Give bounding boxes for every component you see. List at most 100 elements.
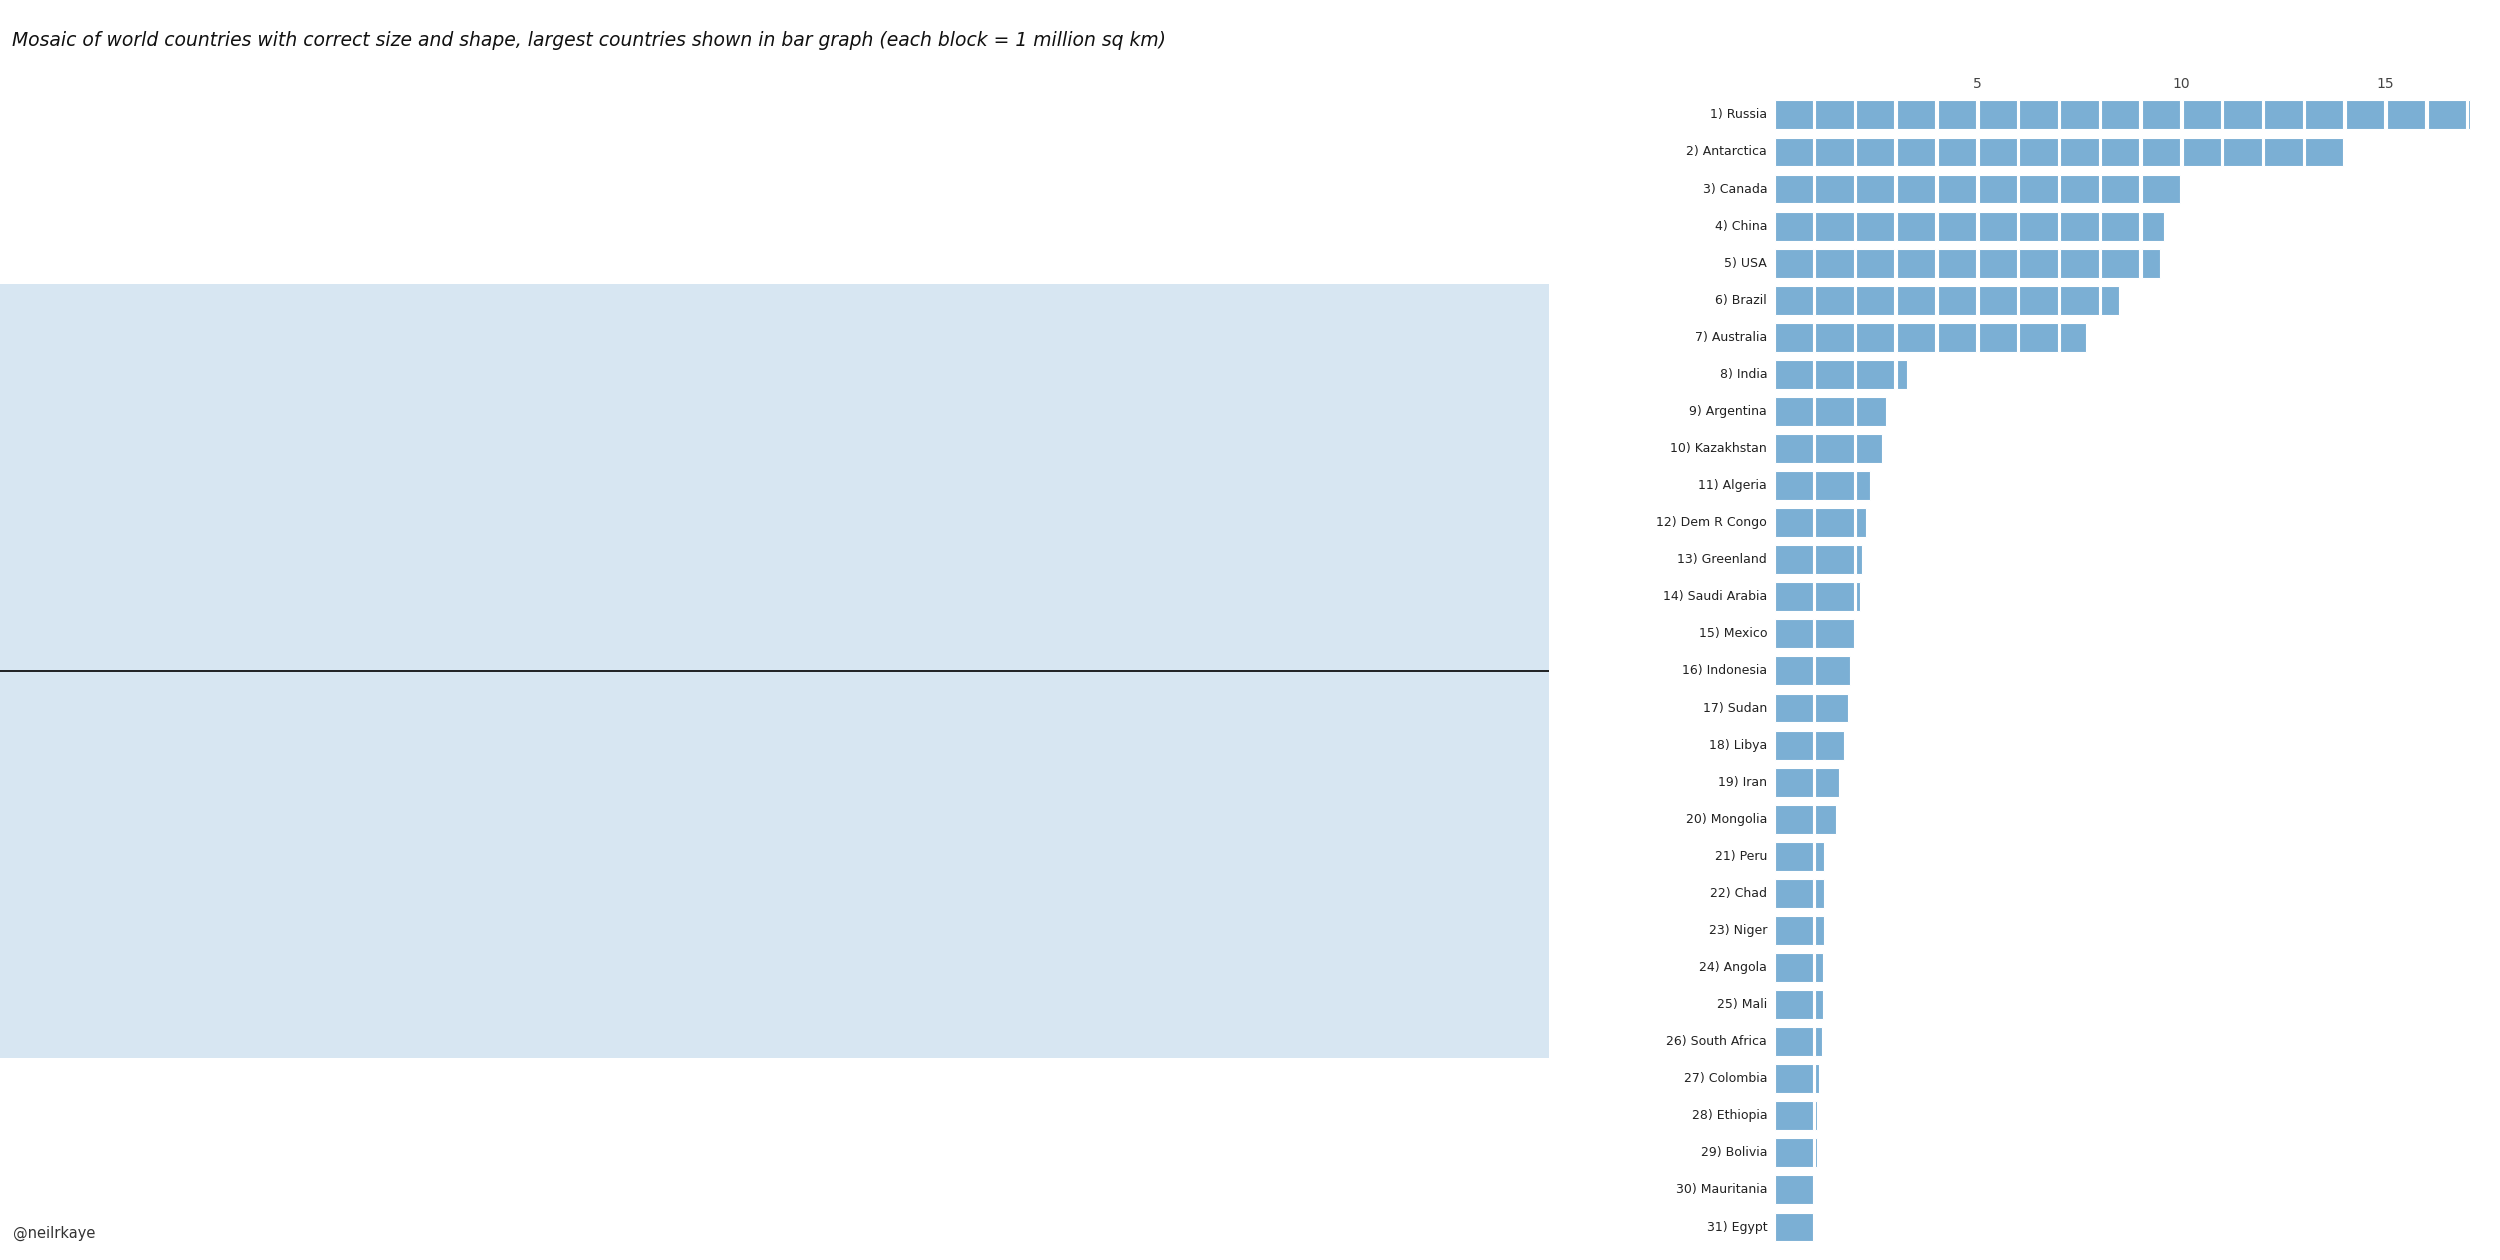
Bar	[1775, 1065, 1812, 1094]
Bar	[1815, 323, 1852, 352]
Text: 17) Sudan: 17) Sudan	[1703, 702, 1768, 714]
Bar	[1775, 916, 1812, 945]
Bar	[1978, 323, 2018, 352]
Bar	[2345, 101, 2385, 130]
Bar	[1938, 175, 1975, 203]
Bar	[2020, 248, 2058, 277]
Bar	[1775, 433, 1812, 462]
Bar	[1775, 101, 1812, 130]
Text: 5) USA: 5) USA	[1725, 257, 1767, 270]
Bar	[1815, 767, 1840, 796]
Bar	[2182, 137, 2220, 166]
Text: 30) Mauritania: 30) Mauritania	[1675, 1183, 1767, 1197]
Bar	[1775, 656, 1812, 685]
Bar	[1775, 508, 1812, 537]
Text: 15) Mexico: 15) Mexico	[1698, 627, 1768, 640]
Bar	[1978, 175, 2018, 203]
Text: 29) Bolivia: 29) Bolivia	[1700, 1147, 1768, 1159]
Bar	[1938, 137, 1975, 166]
Bar	[2020, 101, 2058, 130]
Bar	[1815, 620, 1852, 649]
Bar	[1855, 508, 1865, 537]
Bar	[1815, 656, 1850, 685]
Text: 6) Brazil: 6) Brazil	[1715, 294, 1768, 306]
Bar	[1855, 137, 1895, 166]
Bar	[1855, 397, 1888, 426]
Bar	[1815, 248, 1852, 277]
Bar	[2265, 137, 2302, 166]
Bar	[1898, 248, 1935, 277]
Text: 10: 10	[2172, 77, 2190, 91]
Bar	[1938, 101, 1975, 130]
Bar	[1775, 471, 1812, 500]
Bar	[2060, 286, 2098, 315]
Bar	[1775, 767, 1812, 796]
Bar	[2100, 137, 2140, 166]
Bar	[1978, 286, 2018, 315]
Bar	[1775, 879, 1812, 908]
Text: 19) Iran: 19) Iran	[1718, 776, 1768, 789]
Bar	[1815, 433, 1852, 462]
Bar	[1775, 175, 1812, 203]
Text: @neilrkaye: @neilrkaye	[12, 1226, 95, 1241]
Bar	[2305, 101, 2342, 130]
Text: 22) Chad: 22) Chad	[1710, 887, 1768, 900]
Text: 10) Kazakhstan: 10) Kazakhstan	[1670, 442, 1767, 455]
Bar	[1815, 693, 1848, 722]
Text: 1) Russia: 1) Russia	[1710, 108, 1768, 121]
Bar	[1775, 990, 1812, 1019]
Text: 21) Peru: 21) Peru	[1715, 849, 1768, 863]
Bar	[1815, 1027, 1822, 1056]
Bar	[2142, 212, 2165, 241]
Text: 25) Mali: 25) Mali	[1718, 998, 1768, 1011]
Bar	[1815, 990, 1822, 1019]
Bar	[1775, 805, 1812, 834]
Bar	[1855, 582, 1860, 611]
Bar	[2222, 101, 2262, 130]
Bar	[2100, 101, 2140, 130]
Bar	[1775, 397, 1812, 426]
Bar	[1815, 731, 1845, 760]
Bar	[1978, 137, 2018, 166]
Bar	[1855, 175, 1895, 203]
Bar	[2020, 212, 2058, 241]
Bar	[1775, 1176, 1812, 1205]
Text: 26) South Africa: 26) South Africa	[1668, 1036, 1767, 1048]
Bar	[1855, 471, 1870, 500]
Bar	[1855, 546, 1862, 575]
Bar	[1855, 248, 1895, 277]
Bar	[1775, 546, 1812, 575]
Bar	[1815, 212, 1852, 241]
Text: 8) India: 8) India	[1720, 368, 1767, 381]
Bar	[1855, 360, 1895, 389]
Text: 28) Ethiopia: 28) Ethiopia	[1693, 1109, 1768, 1123]
Bar	[1815, 879, 1825, 908]
Bar	[1898, 212, 1935, 241]
Text: 18) Libya: 18) Libya	[1710, 738, 1768, 752]
Bar	[1775, 1139, 1812, 1167]
Bar	[2142, 175, 2180, 203]
Text: 15: 15	[2378, 77, 2395, 91]
Bar	[1978, 248, 2018, 277]
Bar	[1815, 842, 1825, 871]
Text: Mosaic of world countries with correct size and shape, largest countries shown i: Mosaic of world countries with correct s…	[12, 32, 1168, 50]
Bar	[2020, 286, 2058, 315]
Bar	[1775, 842, 1812, 871]
Bar	[1815, 1065, 1818, 1094]
Text: 7) Australia: 7) Australia	[1695, 331, 1768, 344]
Bar	[1898, 175, 1935, 203]
Bar	[1775, 1101, 1812, 1130]
Bar	[2182, 101, 2220, 130]
Text: 23) Niger: 23) Niger	[1710, 924, 1768, 937]
Bar	[1775, 1027, 1812, 1056]
Bar	[1815, 101, 1852, 130]
Bar	[1855, 212, 1895, 241]
Bar	[2142, 248, 2160, 277]
Bar	[1775, 620, 1812, 649]
Bar	[2100, 175, 2140, 203]
Text: 27) Colombia: 27) Colombia	[1682, 1072, 1767, 1085]
Bar	[2305, 137, 2342, 166]
Bar	[1898, 101, 1935, 130]
Bar	[1815, 916, 1825, 945]
Bar	[1815, 360, 1852, 389]
